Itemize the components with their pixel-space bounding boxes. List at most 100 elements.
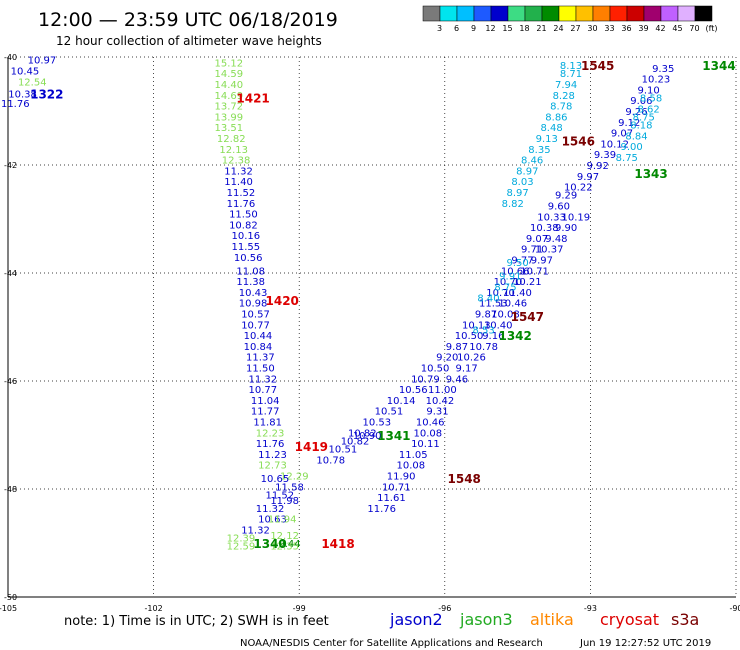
- swh-value: 10.43: [239, 288, 268, 299]
- pass-number: 1420: [266, 294, 299, 308]
- swh-value: 8.62: [638, 104, 660, 115]
- colorbar-swatch: [524, 5, 543, 22]
- pass-number: 1340: [253, 537, 286, 551]
- pass-number: 1421: [236, 92, 269, 106]
- swh-value: 8.75: [616, 153, 638, 164]
- swh-value: 10.98: [239, 299, 268, 310]
- swh-value: 11.52: [227, 188, 256, 199]
- swh-value: 10.53: [363, 418, 392, 429]
- swh-value: 9.91: [499, 272, 521, 283]
- colorbar-label: (ft): [705, 24, 717, 33]
- swh-value: 8.75: [494, 283, 516, 294]
- pass-number: 1548: [448, 472, 481, 486]
- swh-value: 11.50: [229, 210, 258, 221]
- pass-labels: 1322 1421 1420 1419 1418 1340 1341 1342 1343 1344…: [30, 59, 736, 551]
- swh-value: 13.72: [215, 102, 244, 113]
- swh-value: 11.04: [251, 396, 280, 407]
- colorbar-label: 42: [655, 24, 665, 33]
- swh-value: 10.51: [375, 407, 404, 418]
- swh-value: 11.05: [399, 450, 428, 461]
- swh-value: 10.38: [8, 90, 37, 101]
- swh-value: 9.35: [652, 64, 674, 75]
- swh-value: 11.53: [479, 299, 508, 310]
- legend-item-s3a: s3a: [671, 610, 699, 629]
- swh-value: 11.32: [224, 166, 253, 177]
- legend-item-jason3: jason3: [459, 610, 513, 629]
- swh-value: 9.20: [436, 353, 458, 364]
- x-tick-label: -99: [293, 604, 306, 613]
- colorbar-swatch: [439, 5, 458, 22]
- swh-value: 10.21: [513, 277, 542, 288]
- chart-title: 12:00 — 23:59 UTC 06/18/2019: [38, 9, 338, 31]
- swh-value: 11.76: [227, 199, 256, 210]
- swh-value: 8.58: [640, 94, 662, 105]
- swh-value: 9.77: [511, 256, 533, 267]
- swh-value: 9.16: [482, 331, 504, 342]
- colorbar-swatch: [456, 5, 475, 22]
- x-tick-label: -93: [584, 604, 597, 613]
- swh-value: 11.76: [256, 439, 285, 450]
- swh-value: 9.12: [618, 118, 640, 129]
- swh-value: 10.26: [457, 353, 486, 364]
- swh-value: 9.87: [475, 310, 497, 321]
- colorbar-label: 36: [621, 24, 631, 33]
- swh-value: 10.13: [462, 320, 491, 331]
- swh-value: 8.97: [506, 188, 528, 199]
- swh-value: 9.06: [630, 96, 652, 107]
- colorbar-label: 30: [587, 24, 597, 33]
- swh-value: 11.76: [367, 504, 396, 515]
- y-tick-label: -50: [4, 593, 17, 602]
- swh-value: 12.12: [270, 531, 299, 542]
- colorbar-label: 6: [454, 24, 459, 33]
- swh-value: 8.48: [540, 123, 562, 134]
- swh-value: 8.28: [553, 91, 575, 102]
- swh-value: 9.07: [526, 234, 548, 245]
- swh-value: 11.98: [270, 496, 299, 507]
- swh-value: 11.08: [236, 266, 265, 277]
- colorbar: 3 6 9 12 15 18 21 24 27 30 33 36 39 42 45 70 (ft): [422, 5, 718, 33]
- colorbar-swatch: [558, 5, 577, 22]
- swh-value: 10.70: [494, 277, 523, 288]
- pass-number: 1322: [30, 88, 63, 102]
- swh-value: 10.50: [421, 364, 450, 375]
- swh-value: 9.90: [555, 223, 577, 234]
- colorbar-label: 27: [570, 24, 580, 33]
- swh-value: 9.87: [446, 342, 468, 353]
- swh-value: 10.84: [244, 342, 273, 353]
- swh-value: 12.38: [222, 156, 251, 167]
- x-tick-label: -96: [438, 604, 451, 613]
- swh-value: 15.12: [215, 58, 244, 69]
- swh-value: 10.40: [484, 320, 513, 331]
- pass-number: 1343: [634, 167, 667, 181]
- swh-value: 10.33: [537, 212, 566, 223]
- legend: jason2 jason3 altika cryosat s3a: [389, 610, 699, 629]
- swh-value: 8.97: [516, 166, 538, 177]
- swh-value: 10.56: [234, 253, 263, 264]
- pass-number: 1419: [295, 440, 328, 454]
- swh-value: 13.99: [215, 112, 244, 123]
- swh-value: 10.08: [413, 428, 442, 439]
- swh-value: 12.35: [270, 542, 299, 553]
- swh-value: 9.00: [621, 142, 643, 153]
- swh-value: 10.56: [399, 385, 428, 396]
- swh-value: 13.51: [215, 123, 244, 134]
- swh-value: 9.46: [446, 374, 468, 385]
- swh-value: 12.39: [227, 534, 256, 545]
- swh-value: 10.11: [411, 439, 440, 450]
- swh-value: 9.26: [625, 107, 647, 118]
- swh-value: 10.65: [261, 474, 290, 485]
- colorbar-swatch: [592, 5, 611, 22]
- colorbar-label: 9: [471, 24, 476, 33]
- x-tick-label: -105: [0, 604, 17, 613]
- y-tick-label: -46: [4, 377, 17, 386]
- swh-value: 9.29: [555, 191, 577, 202]
- swh-value: 8.71: [560, 69, 582, 80]
- swh-value: 11.52: [265, 490, 294, 501]
- colorbar-label: 70: [689, 24, 699, 33]
- swh-value: 8.82: [502, 199, 524, 210]
- swh-value: 11.81: [253, 418, 282, 429]
- swh-value: 11.40: [503, 288, 532, 299]
- swh-value: 11.90: [387, 472, 416, 483]
- swh-value: 9.60: [548, 202, 570, 213]
- swh-value: 10.78: [316, 455, 345, 466]
